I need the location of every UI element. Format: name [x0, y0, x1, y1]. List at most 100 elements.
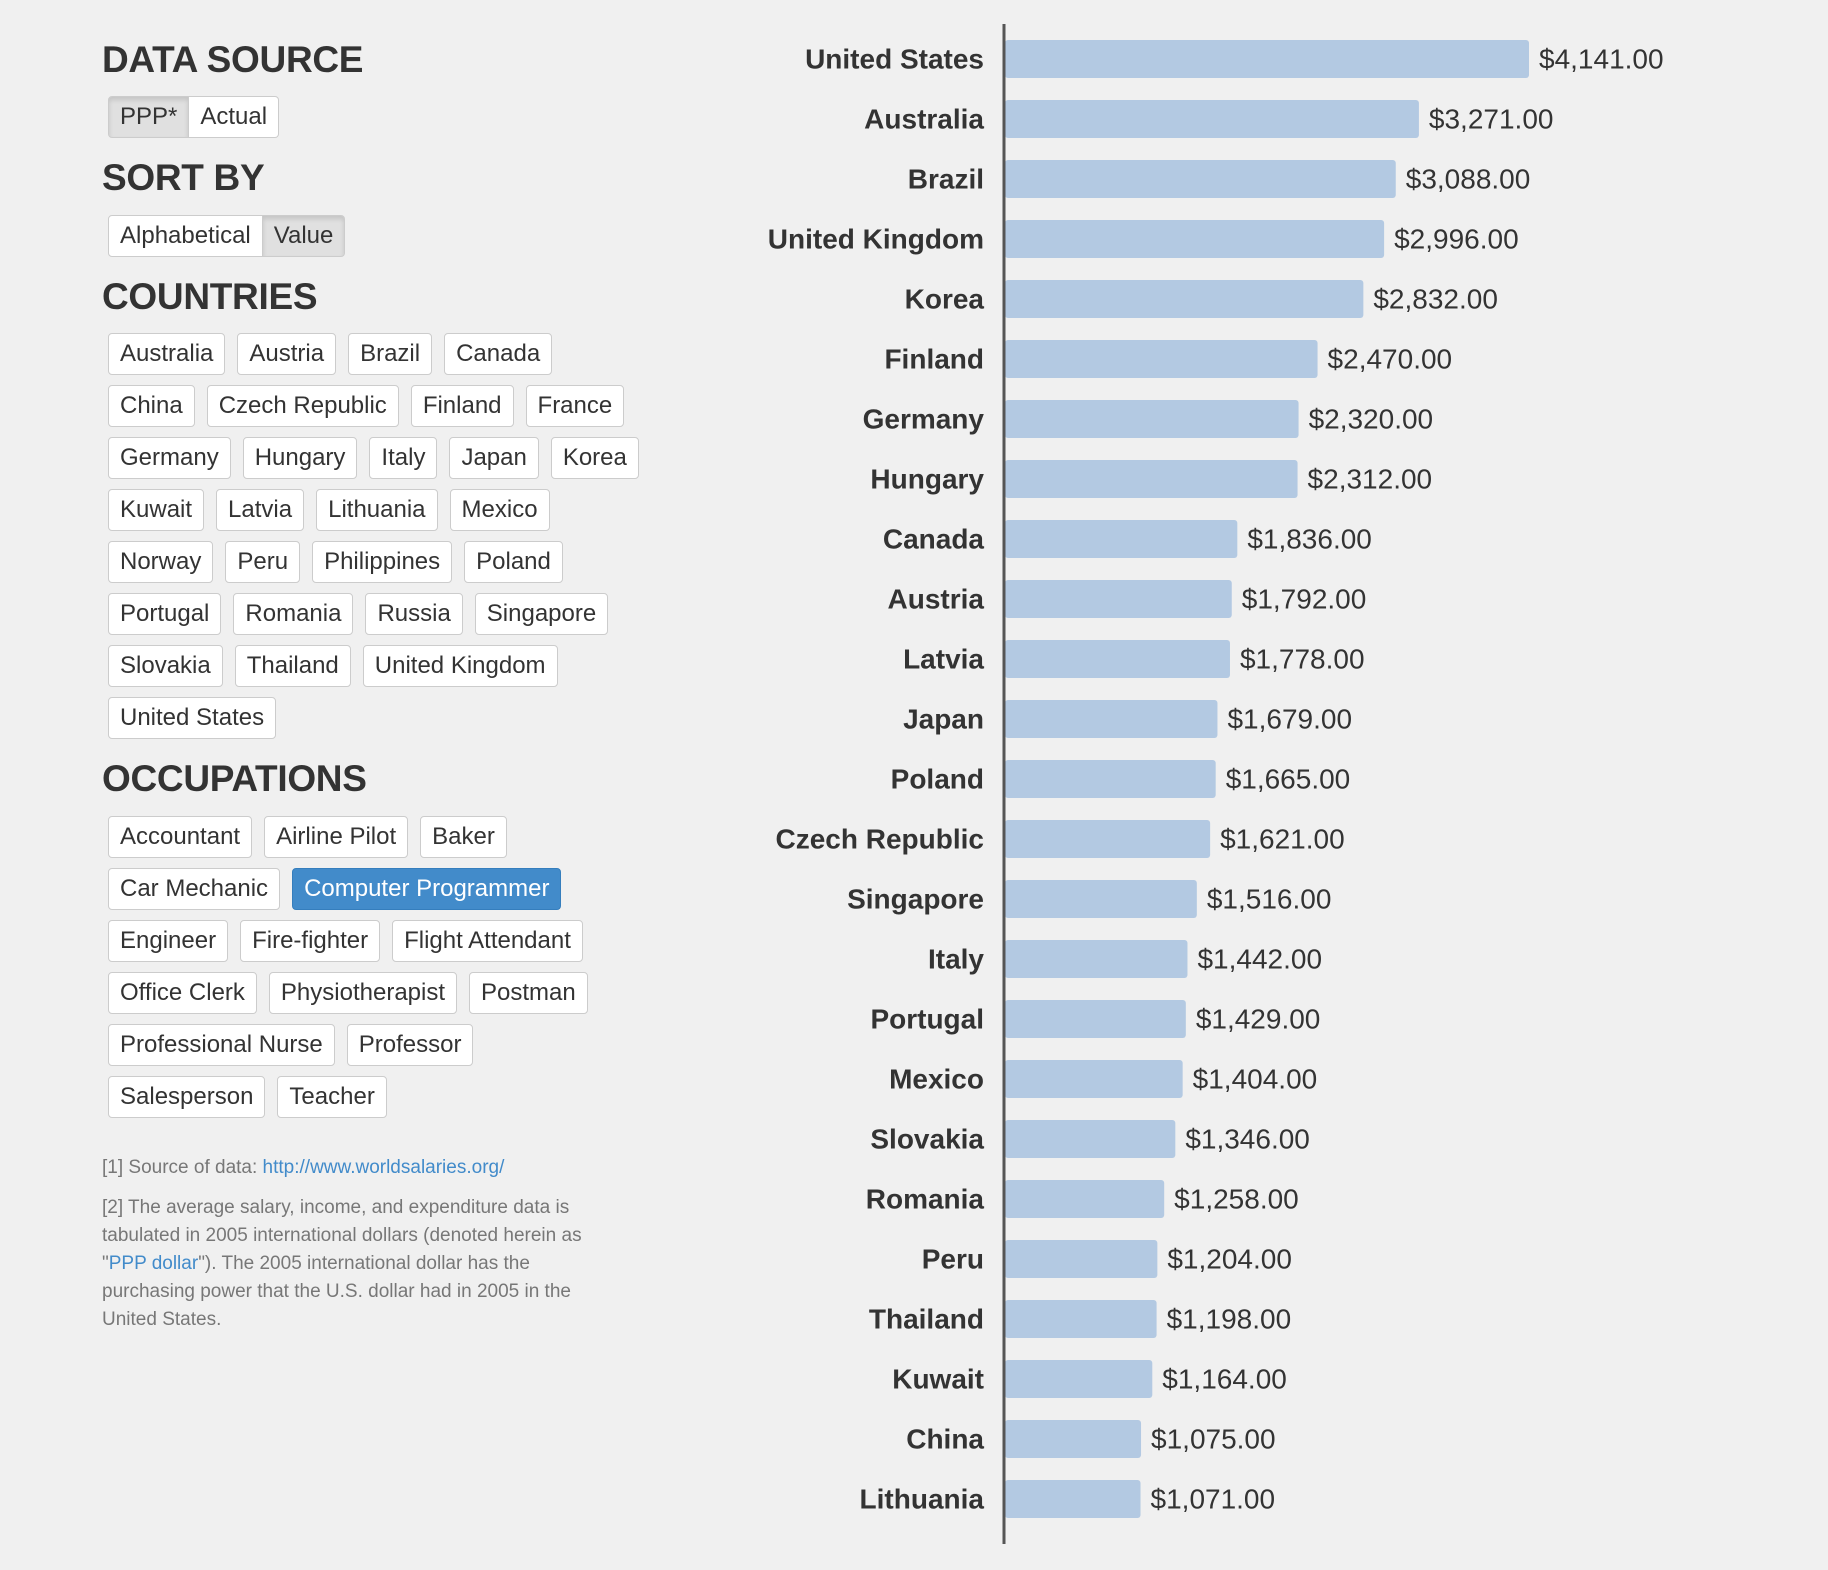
value-label-singapore: $1,516.00 [1207, 884, 1332, 915]
country-button-latvia[interactable]: Latvia [216, 489, 305, 532]
country-button-mexico[interactable]: Mexico [449, 489, 550, 532]
country-button-germany[interactable]: Germany [108, 437, 231, 480]
occupation-button-office-clerk[interactable]: Office Clerk [108, 971, 257, 1014]
category-label-thailand: Thailand [869, 1304, 984, 1335]
category-label-austria: Austria [888, 584, 985, 615]
value-label-portugal: $1,429.00 [1196, 1004, 1321, 1035]
country-button-lithuania[interactable]: Lithuania [316, 489, 438, 532]
category-label-canada: Canada [883, 524, 985, 555]
country-button-canada[interactable]: Canada [444, 333, 553, 376]
bar-united-kingdom [1005, 220, 1385, 258]
country-button-korea[interactable]: Korea [550, 437, 639, 480]
value-label-czech-republic: $1,621.00 [1220, 824, 1345, 855]
country-button-austria[interactable]: Austria [237, 333, 337, 376]
occupations-heading: OCCUPATIONS [102, 758, 367, 800]
occupation-button-baker[interactable]: Baker [420, 815, 507, 858]
bar-lithuania [1005, 1480, 1141, 1518]
value-label-united-states: $4,141.00 [1539, 44, 1664, 75]
occupation-button-fire-fighter[interactable]: Fire-fighter [240, 919, 381, 962]
worldsalaries-link[interactable]: http://www.worldsalaries.org/ [262, 1156, 505, 1178]
occupation-button-professional-nurse[interactable]: Professional Nurse [108, 1023, 335, 1066]
category-label-finland: Finland [884, 344, 984, 375]
category-label-portugal: Portugal [870, 1004, 984, 1035]
occupation-button-airline-pilot[interactable]: Airline Pilot [264, 815, 409, 858]
category-label-slovakia: Slovakia [870, 1124, 984, 1155]
value-label-poland: $1,665.00 [1226, 764, 1351, 795]
footnote-source: [1] Source of data: http://www.worldsala… [102, 1154, 622, 1182]
country-button-portugal[interactable]: Portugal [108, 593, 222, 636]
occupation-button-accountant[interactable]: Accountant [108, 815, 253, 858]
category-label-mexico: Mexico [889, 1064, 984, 1095]
bar-thailand [1005, 1300, 1157, 1338]
bar-china [1005, 1420, 1142, 1458]
category-label-china: China [906, 1424, 984, 1455]
controls-sidebar: DATA SOURCE PPP* Actual SORT BY Alphabet… [102, 38, 642, 1346]
country-button-china[interactable]: China [108, 385, 195, 428]
country-button-philippines[interactable]: Philippines [312, 541, 453, 584]
country-button-united-states[interactable]: United States [108, 697, 277, 740]
category-label-lithuania: Lithuania [860, 1484, 985, 1515]
bar-hungary [1005, 460, 1298, 498]
occupation-button-teacher[interactable]: Teacher [277, 1075, 387, 1118]
bar-peru [1005, 1240, 1158, 1278]
category-label-korea: Korea [905, 284, 985, 315]
country-button-singapore[interactable]: Singapore [474, 593, 609, 636]
value-label-korea: $2,832.00 [1373, 284, 1498, 315]
country-button-hungary[interactable]: Hungary [242, 437, 358, 480]
country-button-peru[interactable]: Peru [225, 541, 301, 584]
occupation-filter-group: Accountant Airline Pilot Baker Car Mechanic… [108, 815, 642, 1118]
sort-by-heading: SORT BY [102, 157, 265, 199]
country-button-norway[interactable]: Norway [108, 541, 214, 584]
country-button-australia[interactable]: Australia [108, 333, 226, 376]
country-button-romania[interactable]: Romania [233, 593, 354, 636]
value-label-romania: $1,258.00 [1174, 1184, 1299, 1215]
data-source-heading: DATA SOURCE [102, 39, 364, 80]
country-button-finland[interactable]: Finland [410, 385, 514, 428]
occupation-button-flight-attendant[interactable]: Flight Attendant [392, 919, 583, 962]
value-label-latvia: $1,778.00 [1240, 644, 1365, 675]
country-button-thailand[interactable]: Thailand [234, 645, 351, 688]
footnotes: [1] Source of data: http://www.worldsala… [102, 1154, 622, 1334]
value-label-united-kingdom: $2,996.00 [1394, 224, 1519, 255]
country-button-slovakia[interactable]: Slovakia [108, 645, 223, 688]
bar-romania [1005, 1180, 1165, 1218]
country-button-czech-republic[interactable]: Czech Republic [206, 385, 399, 428]
data-source-actual-button[interactable]: Actual [189, 96, 280, 139]
sort-alphabetical-button[interactable]: Alphabetical [108, 214, 263, 257]
value-label-japan: $1,679.00 [1227, 704, 1352, 735]
occupation-button-car-mechanic[interactable]: Car Mechanic [108, 867, 281, 910]
bar-singapore [1005, 880, 1197, 918]
occupation-button-physiotherapist[interactable]: Physiotherapist [268, 971, 458, 1014]
value-label-germany: $2,320.00 [1309, 404, 1434, 435]
data-source-toggle: PPP* Actual [108, 96, 280, 139]
country-button-russia[interactable]: Russia [365, 593, 463, 636]
country-button-italy[interactable]: Italy [369, 437, 438, 480]
country-button-poland[interactable]: Poland [464, 541, 563, 584]
value-label-slovakia: $1,346.00 [1185, 1124, 1310, 1155]
country-button-japan[interactable]: Japan [449, 437, 539, 480]
country-button-brazil[interactable]: Brazil [348, 333, 433, 376]
occupation-button-salesperson[interactable]: Salesperson [108, 1075, 266, 1118]
country-button-united-kingdom[interactable]: United Kingdom [362, 645, 558, 688]
sort-value-button[interactable]: Value [262, 214, 346, 257]
bar-japan [1005, 700, 1218, 738]
occupation-button-computer-programmer[interactable]: Computer Programmer [292, 867, 562, 910]
bar-latvia [1005, 640, 1230, 678]
bar-germany [1005, 400, 1299, 438]
occupation-button-professor[interactable]: Professor [346, 1023, 474, 1066]
bar-kuwait [1005, 1360, 1153, 1398]
category-label-australia: Australia [864, 104, 984, 135]
occupation-button-engineer[interactable]: Engineer [108, 919, 229, 962]
category-label-kuwait: Kuwait [892, 1364, 984, 1395]
ppp-dollar-link[interactable]: PPP dollar [108, 1252, 199, 1274]
category-label-italy: Italy [928, 944, 984, 975]
category-label-germany: Germany [863, 404, 985, 435]
country-button-france[interactable]: France [525, 385, 625, 428]
country-button-kuwait[interactable]: Kuwait [108, 489, 205, 532]
bar-canada [1005, 520, 1238, 558]
category-label-united-states: United States [805, 44, 984, 75]
value-label-china: $1,075.00 [1151, 1424, 1276, 1455]
category-label-hungary: Hungary [870, 464, 984, 495]
occupation-button-postman[interactable]: Postman [469, 971, 588, 1014]
data-source-ppp-button[interactable]: PPP* [108, 96, 190, 139]
